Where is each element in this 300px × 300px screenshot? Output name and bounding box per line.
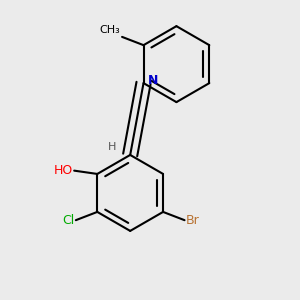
Text: H: H bbox=[108, 142, 116, 152]
Text: HO: HO bbox=[53, 164, 73, 177]
Text: Cl: Cl bbox=[62, 214, 74, 227]
Text: N: N bbox=[148, 74, 158, 87]
Text: CH₃: CH₃ bbox=[100, 25, 120, 35]
Text: Br: Br bbox=[186, 214, 200, 227]
